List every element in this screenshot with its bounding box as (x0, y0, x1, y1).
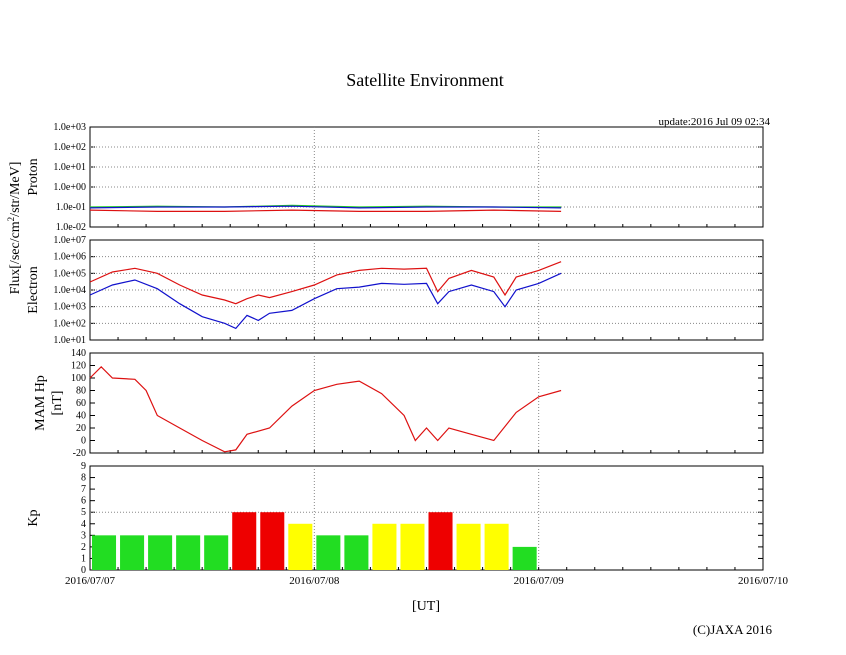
mam-y-tick-label: 40 (76, 411, 86, 422)
electron-y-tick-label: 1.0e+04 (53, 285, 86, 296)
kp-bar (400, 523, 425, 570)
proton-y-tick-label: 1.0e+01 (53, 162, 86, 173)
panels-group: 1.0e-021.0e-011.0e+001.0e+011.0e+021.0e+… (26, 122, 789, 587)
kp-bar (260, 512, 285, 570)
kp-bar (344, 535, 369, 570)
flux-axis-label: Flux[/sec/cm2/str/MeV] (6, 162, 23, 295)
kp-y-tick-label: 2 (81, 542, 86, 553)
kp-y-tick-label: 9 (81, 461, 86, 472)
mam-y-tick-label: 20 (76, 423, 86, 434)
kp-y-tick-label: 8 (81, 473, 86, 484)
x-tick-label: 2016/07/08 (289, 575, 340, 587)
mam-y-tick-label: 80 (76, 386, 86, 397)
kp-y-tick-label: 5 (81, 507, 86, 518)
electron-series-0-line (89, 261, 562, 305)
electron-y-tick-label: 1.0e+05 (53, 268, 86, 279)
update-timestamp: update:2016 Jul 09 02:34 (658, 116, 770, 128)
proton-series-2-line (89, 209, 562, 212)
mam-y-tick-label: 60 (76, 398, 86, 409)
electron-axis-label: Electron (26, 266, 41, 313)
mam-y-tick-label: 140 (71, 348, 86, 359)
kp-bar (484, 523, 509, 570)
chart-title: Satellite Environment (346, 70, 503, 90)
mam-series-0-line (89, 365, 562, 453)
electron-y-tick-label: 1.0e+03 (53, 302, 86, 313)
electron-y-tick-label: 1.0e+01 (53, 335, 86, 346)
electron-y-tick-label: 1.0e+02 (53, 318, 86, 329)
electron-panel: 1.0e+01 1.0e+02 1.0e+03 1.0e+04 1.0e+05 1.0e+… (26, 235, 764, 346)
kp-bar (512, 546, 537, 570)
kp-bar (232, 512, 257, 570)
x-tick-label: 2016/07/09 (514, 575, 565, 587)
kp-bar (428, 512, 453, 570)
mam-y-tick-label: 120 (71, 361, 86, 372)
kp-y-tick-label: 0 (81, 565, 86, 576)
kp-bar (176, 535, 201, 570)
mam-axis-label: MAM Hp (33, 375, 48, 431)
proton-axis-label: Proton (26, 158, 41, 195)
kp-y-tick-label: 1 (81, 553, 86, 564)
mam-unit-label: [nT] (50, 391, 65, 416)
x-tick-label: 2016/07/10 (738, 575, 789, 587)
proton-y-tick-label: 1.0e-02 (56, 222, 86, 233)
kp-bar (372, 523, 397, 570)
kp-bar (92, 535, 117, 570)
kp-bar (288, 523, 313, 570)
electron-y-tick-label: 1.0e+07 (53, 235, 86, 246)
mam-plot-frame (89, 352, 764, 454)
kp-y-tick-label: 7 (81, 484, 86, 495)
mam-y-tick-label: 100 (71, 373, 86, 384)
proton-series-1-line (89, 205, 562, 209)
kp-y-tick-label: 4 (81, 519, 86, 530)
proton-y-tick-label: 1.0e+03 (53, 122, 86, 133)
electron-y-tick-label: 1.0e+06 (53, 252, 86, 263)
kp-bar (148, 535, 173, 570)
mam-y-tick-label: 0 (81, 436, 86, 447)
x-tick-label: 2016/07/07 (65, 575, 116, 587)
kp-bar (316, 535, 341, 570)
kp-bar (204, 535, 229, 570)
kp-y-tick-label: 6 (81, 496, 86, 507)
proton-y-tick-label: 1.0e+00 (53, 182, 86, 193)
kp-bar (456, 523, 481, 570)
mam-y-tick-label: -20 (73, 448, 86, 459)
kp-y-tick-label: 3 (81, 530, 86, 541)
proton-panel: 1.0e-02 1.0e-01 1.0e+00 1.0e+01 1.0e+02 1.0e+… (26, 122, 764, 233)
x-axis-label: [UT] (412, 599, 440, 614)
kp-axis-label: Kp (26, 509, 41, 526)
proton-y-tick-label: 1.0e-01 (56, 202, 86, 213)
copyright-text: (C)JAXA 2016 (693, 622, 773, 637)
kp-bar (120, 535, 145, 570)
electron-series-1-line (89, 272, 562, 330)
proton-y-tick-label: 1.0e+02 (53, 142, 86, 153)
